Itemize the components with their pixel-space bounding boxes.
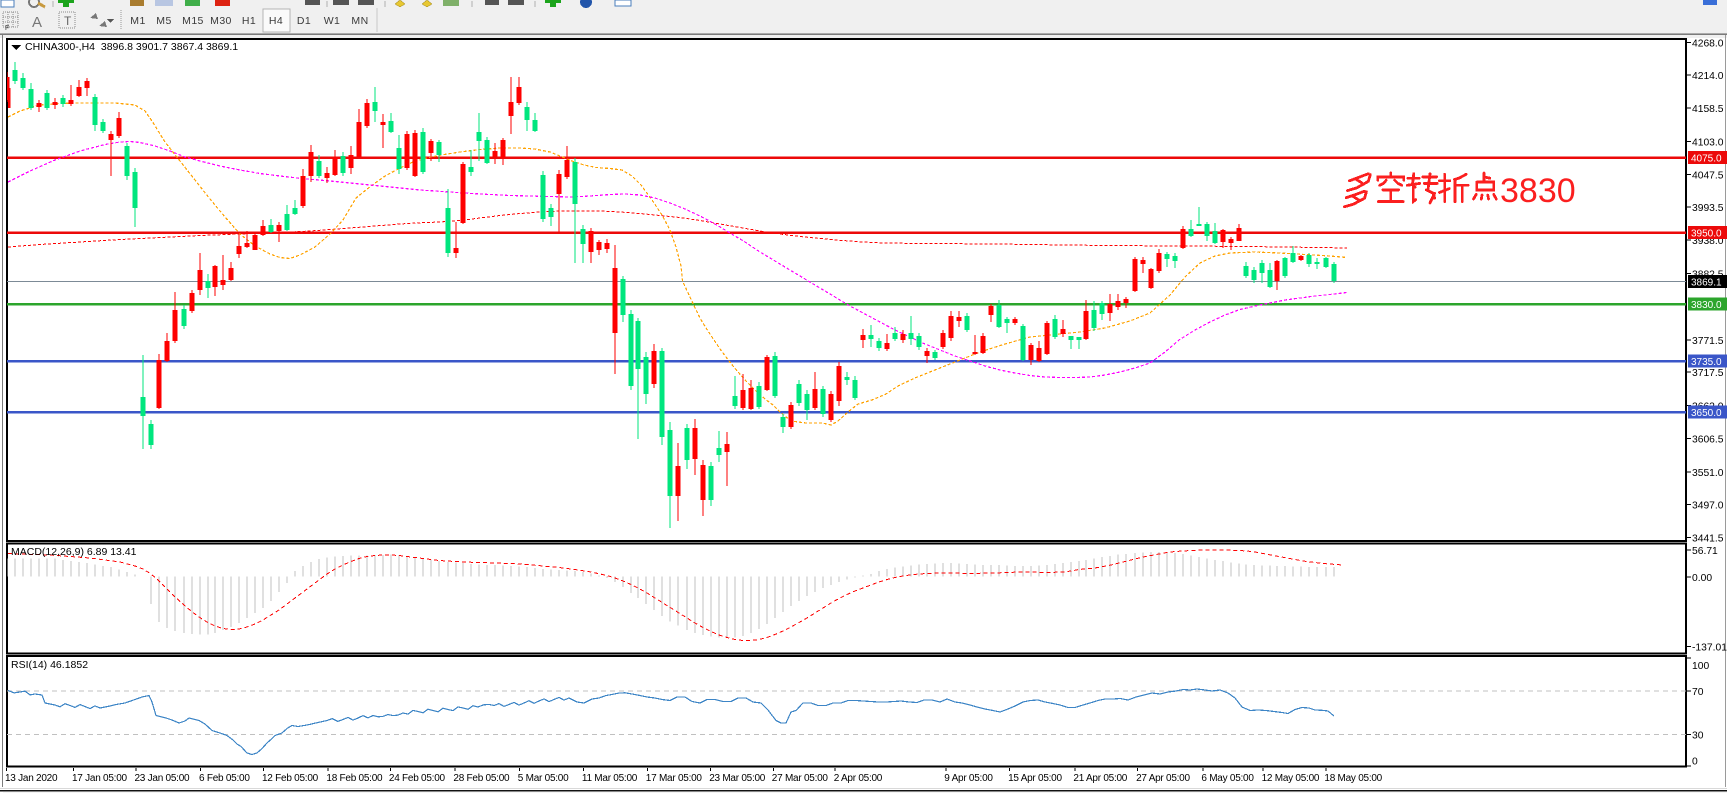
svg-text:13 Jan 2020: 13 Jan 2020	[5, 773, 58, 784]
svg-text:3830: 3830	[1500, 172, 1576, 210]
svg-text:17 Jan 05:00: 17 Jan 05:00	[72, 773, 128, 784]
svg-text:H4: H4	[269, 15, 283, 27]
svg-text:24 Feb 05:00: 24 Feb 05:00	[389, 773, 446, 784]
svg-text:4103.0: 4103.0	[1692, 137, 1724, 148]
svg-text:0.00: 0.00	[1692, 573, 1712, 584]
svg-text:3869.1: 3869.1	[1691, 277, 1722, 288]
svg-text:4214.0: 4214.0	[1692, 71, 1724, 82]
svg-text:30: 30	[1692, 731, 1704, 742]
svg-text:-137.01: -137.01	[1692, 642, 1727, 653]
svg-text:17 Mar 05:00: 17 Mar 05:00	[646, 773, 703, 784]
svg-text:M15: M15	[182, 15, 204, 27]
svg-text:4047.5: 4047.5	[1692, 171, 1724, 182]
svg-text:27 Apr 05:00: 27 Apr 05:00	[1136, 773, 1190, 784]
svg-text:A: A	[32, 14, 42, 31]
svg-text:CHINA300-,H4 3896.8 3901.7 38: CHINA300-,H4 3896.8 3901.7 3867.4 3869.1	[25, 41, 238, 53]
svg-text:18 Feb 05:00: 18 Feb 05:00	[326, 773, 383, 784]
svg-text:4268.0: 4268.0	[1692, 39, 1724, 50]
svg-text:21 Apr 05:00: 21 Apr 05:00	[1073, 773, 1127, 784]
svg-text:H1: H1	[242, 15, 256, 27]
svg-text:70: 70	[1692, 687, 1704, 698]
svg-text:3497.0: 3497.0	[1692, 500, 1724, 511]
svg-text:2 Apr 05:00: 2 Apr 05:00	[834, 773, 883, 784]
svg-text:MN: MN	[351, 15, 368, 27]
svg-text:5 Mar 05:00: 5 Mar 05:00	[518, 773, 569, 784]
svg-text:9 Apr 05:00: 9 Apr 05:00	[944, 773, 993, 784]
svg-text:3717.5: 3717.5	[1692, 368, 1724, 379]
svg-text:M1: M1	[130, 15, 145, 27]
svg-text:56.71: 56.71	[1692, 546, 1718, 557]
svg-text:3993.5: 3993.5	[1692, 203, 1724, 214]
svg-text:4075.0: 4075.0	[1691, 154, 1722, 165]
svg-text:D1: D1	[297, 15, 311, 27]
svg-text:3551.0: 3551.0	[1692, 468, 1724, 479]
svg-text:3441.5: 3441.5	[1692, 534, 1724, 545]
svg-text:3650.0: 3650.0	[1691, 408, 1722, 419]
svg-text:4158.5: 4158.5	[1692, 104, 1724, 115]
svg-text:RSI(14) 46.1852: RSI(14) 46.1852	[11, 659, 88, 671]
svg-text:18 May 05:00: 18 May 05:00	[1324, 773, 1382, 784]
svg-text:23 Jan 05:00: 23 Jan 05:00	[135, 773, 191, 784]
svg-text:W1: W1	[324, 15, 341, 27]
svg-text:MACD(12,26,9) 6.89 13.41: MACD(12,26,9) 6.89 13.41	[11, 546, 137, 558]
svg-text:100: 100	[1692, 661, 1709, 672]
svg-text:3950.0: 3950.0	[1691, 229, 1722, 240]
svg-text:3830.0: 3830.0	[1691, 300, 1722, 311]
svg-text:T: T	[64, 14, 72, 28]
svg-text:6 May 05:00: 6 May 05:00	[1201, 773, 1254, 784]
svg-text:6 Feb 05:00: 6 Feb 05:00	[199, 773, 250, 784]
svg-text:28 Feb 05:00: 28 Feb 05:00	[453, 773, 510, 784]
svg-text:M5: M5	[156, 15, 171, 27]
svg-text:3735.0: 3735.0	[1691, 357, 1722, 368]
svg-text:12 Feb 05:00: 12 Feb 05:00	[262, 773, 319, 784]
svg-text:23 Mar 05:00: 23 Mar 05:00	[709, 773, 766, 784]
svg-text:F: F	[5, 25, 9, 32]
svg-text:3771.5: 3771.5	[1692, 336, 1724, 347]
svg-text:12 May 05:00: 12 May 05:00	[1262, 773, 1320, 784]
svg-text:0: 0	[1692, 757, 1698, 768]
svg-text:3938.0: 3938.0	[1692, 236, 1724, 247]
svg-text:15 Apr 05:00: 15 Apr 05:00	[1008, 773, 1062, 784]
svg-text:27 Mar 05:00: 27 Mar 05:00	[772, 773, 829, 784]
svg-text:M30: M30	[210, 15, 232, 27]
svg-text:11 Mar 05:00: 11 Mar 05:00	[582, 773, 638, 784]
svg-text:3606.5: 3606.5	[1692, 435, 1724, 446]
